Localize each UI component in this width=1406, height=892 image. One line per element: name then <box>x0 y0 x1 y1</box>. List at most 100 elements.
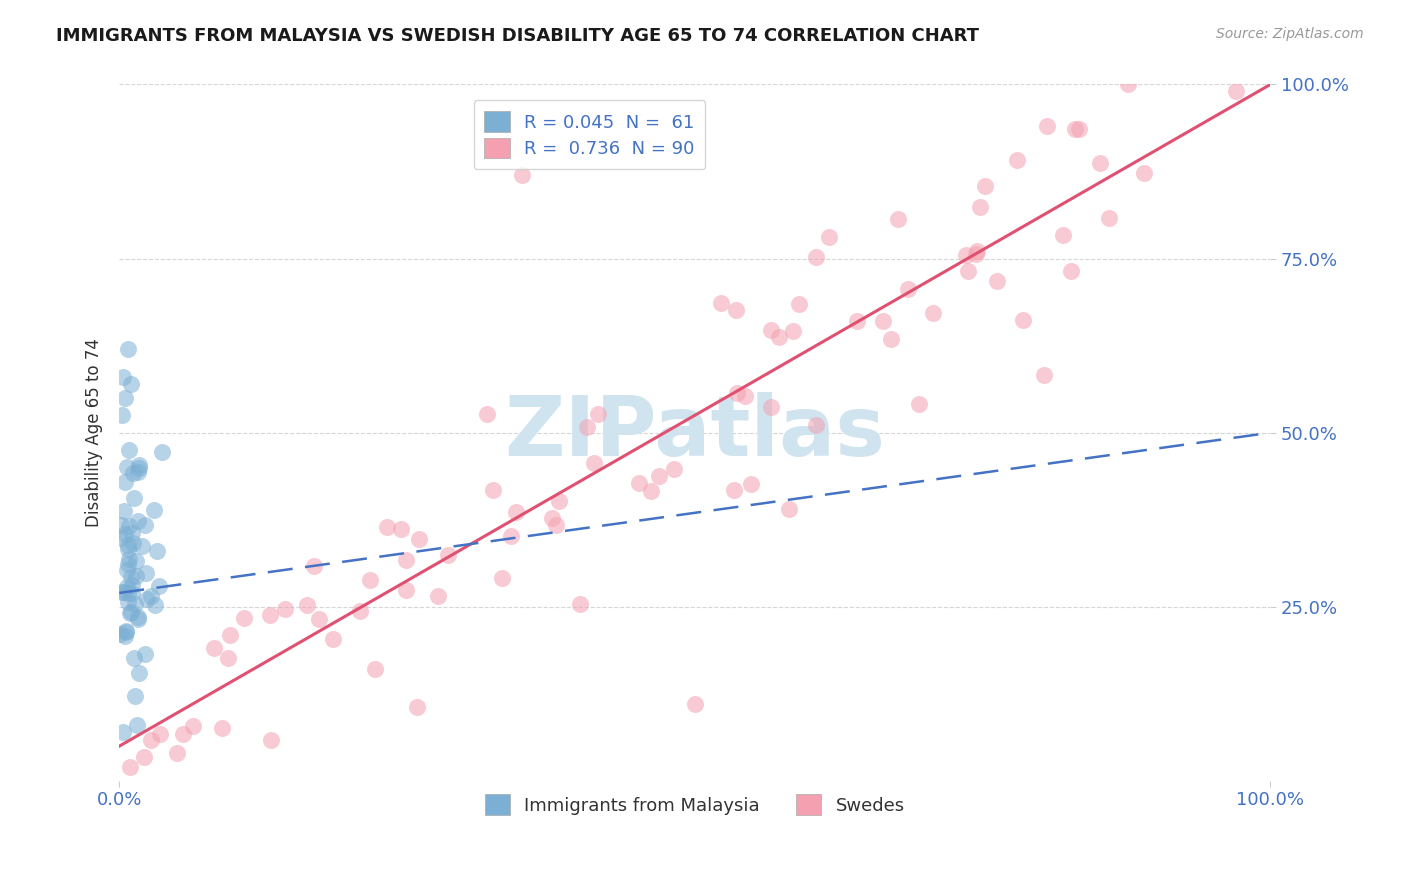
Point <box>111 408 134 422</box>
Point <box>259 607 281 622</box>
Point <box>127 610 149 624</box>
Point <box>139 589 162 603</box>
Point <box>110 517 132 532</box>
Point <box>956 264 979 278</box>
Point <box>887 211 910 226</box>
Point <box>148 579 170 593</box>
Point <box>124 597 146 611</box>
Point <box>569 597 592 611</box>
Point <box>491 571 513 585</box>
Point <box>548 493 571 508</box>
Point <box>115 625 138 640</box>
Point <box>1132 166 1154 180</box>
Point <box>115 564 138 578</box>
Point <box>501 529 523 543</box>
Point <box>907 397 929 411</box>
Point <box>120 760 142 774</box>
Point <box>115 460 138 475</box>
Point <box>406 700 429 714</box>
Point <box>122 491 145 506</box>
Point <box>583 456 606 470</box>
Point <box>761 400 783 414</box>
Point <box>1012 313 1035 327</box>
Point <box>114 624 136 638</box>
Point <box>973 178 995 193</box>
Point <box>436 548 458 562</box>
Point <box>134 647 156 661</box>
Point <box>117 595 139 609</box>
Point <box>846 314 869 328</box>
Point <box>149 727 172 741</box>
Text: IMMIGRANTS FROM MALAYSIA VS SWEDISH DISABILITY AGE 65 TO 74 CORRELATION CHART: IMMIGRANTS FROM MALAYSIA VS SWEDISH DISA… <box>56 27 979 45</box>
Point <box>640 483 662 498</box>
Point <box>725 302 748 317</box>
Point <box>648 468 671 483</box>
Legend: Immigrants from Malaysia, Swedes: Immigrants from Malaysia, Swedes <box>475 785 914 824</box>
Point <box>217 650 239 665</box>
Point <box>872 314 894 328</box>
Point <box>408 532 430 546</box>
Point <box>295 598 318 612</box>
Point <box>211 721 233 735</box>
Point <box>204 640 226 655</box>
Point <box>965 247 987 261</box>
Point <box>117 541 139 556</box>
Point <box>125 554 148 568</box>
Text: ZIPatlas: ZIPatlas <box>505 392 886 474</box>
Point <box>922 306 945 320</box>
Point <box>308 612 330 626</box>
Point <box>1069 122 1091 136</box>
Point <box>122 651 145 665</box>
Point <box>1225 84 1247 98</box>
Point <box>143 598 166 612</box>
Point <box>628 476 651 491</box>
Point <box>880 332 903 346</box>
Point <box>166 746 188 760</box>
Y-axis label: Disability Age 65 to 74: Disability Age 65 to 74 <box>86 338 103 527</box>
Point <box>1036 119 1059 133</box>
Point <box>125 569 148 583</box>
Point <box>233 611 256 625</box>
Point <box>1088 156 1111 170</box>
Point <box>117 538 139 552</box>
Point <box>117 586 139 600</box>
Point <box>131 539 153 553</box>
Point <box>723 483 745 498</box>
Point <box>117 580 139 594</box>
Point <box>120 376 142 391</box>
Point <box>111 370 134 384</box>
Point <box>725 385 748 400</box>
Point <box>274 602 297 616</box>
Point <box>114 475 136 489</box>
Point <box>114 526 136 541</box>
Point <box>475 407 498 421</box>
Point <box>818 229 841 244</box>
Point <box>586 407 609 421</box>
Point <box>482 483 505 497</box>
Point <box>150 445 173 459</box>
Point <box>128 665 150 680</box>
Point <box>427 589 450 603</box>
Point <box>544 518 567 533</box>
Point <box>108 627 131 641</box>
Point <box>114 391 136 405</box>
Point <box>966 244 988 259</box>
Point <box>146 544 169 558</box>
Point <box>662 462 685 476</box>
Point <box>121 586 143 600</box>
Point <box>124 689 146 703</box>
Point <box>121 525 143 540</box>
Point <box>969 200 991 214</box>
Point <box>117 342 139 356</box>
Point <box>120 606 142 620</box>
Point <box>1032 368 1054 383</box>
Point <box>505 505 527 519</box>
Point <box>111 584 134 599</box>
Point <box>389 523 412 537</box>
Point <box>121 578 143 592</box>
Point <box>363 662 385 676</box>
Point <box>1005 153 1028 167</box>
Point <box>132 750 155 764</box>
Point <box>804 417 827 432</box>
Point <box>125 718 148 732</box>
